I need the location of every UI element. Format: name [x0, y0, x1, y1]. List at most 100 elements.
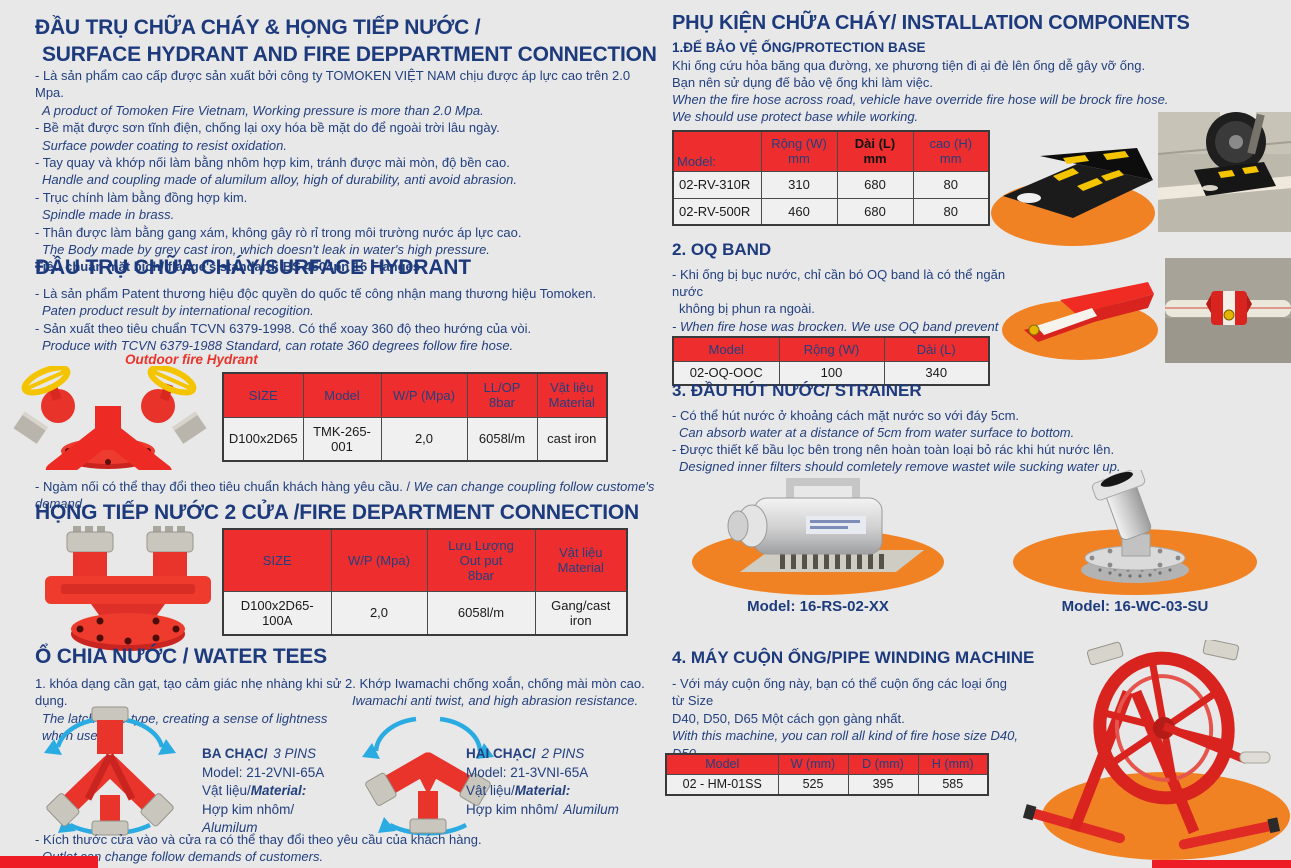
connection-spec-table: SIZE W/P (Mpa) Lưu Lượng Out put 8bar Vậ… — [222, 528, 628, 636]
tee-material-label: Vật liệu/ — [466, 783, 515, 798]
table-cell: Gang/cast iron — [534, 590, 628, 636]
tee-material-en: Alumilum — [560, 801, 619, 817]
hydrant-line: Paten product result by international re… — [42, 303, 314, 319]
flange-standard-line: Tiêu chuẩn mặt bích/ flange's standard: … — [35, 259, 421, 275]
winder-line: - Với máy cuộn ống này, bạn có thể cuộn … — [672, 676, 1007, 709]
table-header-cell: Dài (L) mm — [836, 130, 914, 172]
winder-line: D40, D50, D65 Một cách gọn gàng nhất. — [672, 710, 905, 726]
winder-table: Model W (mm) D (mm) H (mm) 02 - HM-01SS … — [665, 753, 989, 796]
pipe-winding-machine-image — [1022, 640, 1290, 860]
table-cell: D100x2D65 — [222, 416, 304, 462]
hydrant-section-title: ĐẦU TRỤ CHỮA CHÁY/SURFACE HYDRANT — [35, 256, 471, 279]
strainer-line: - Được thiết kế bầu lọc bên trong nên ho… — [672, 442, 1115, 457]
tee-pins: 2 PINS — [537, 746, 585, 761]
intro-line: A product of Tomoken Fire Vietnam, Worki… — [42, 102, 484, 118]
table-cell: 6058l/m — [426, 590, 536, 636]
oqband-line: không bị phun ra ngoài. — [679, 301, 815, 317]
tee-pins: 3 PINS — [269, 746, 317, 761]
table-cell: 02 - HM-01SS — [665, 773, 779, 796]
protection-base-image — [991, 148, 1155, 246]
table-cell: 395 — [847, 773, 919, 796]
oqband-line: - When fire hose was brocken. We use OQ … — [672, 318, 999, 334]
table-header-cell: Vật liệu Material — [536, 372, 608, 418]
table-row: 02-OQ-OOC 100 340 — [672, 360, 990, 386]
strainer-line: Can absorb water at a distance of 5cm fr… — [679, 425, 1075, 440]
tees-point2-en: Iwamachi anti twist, and high abrasion r… — [352, 693, 639, 709]
tees-point1-vi: 1. khóa dạng cần gạt, tạo cảm giác nhẹ n… — [35, 676, 342, 709]
table-header-cell: W/P (Mpa) — [380, 372, 468, 418]
left-title-line1: ĐẦU TRỤ CHỮA CHÁY & HỌNG TIẾP NƯỚC / — [35, 16, 481, 39]
table-cell: 02-RV-310R — [672, 170, 762, 199]
table-cell: D100x2D65-100A — [222, 590, 332, 636]
oqband-section-title: 2. OQ BAND — [672, 240, 772, 259]
table-header-cell: cao (H) mm — [912, 130, 990, 172]
protection-base-paragraph: Khi ống cứu hỏa băng qua đường, xe phươn… — [672, 57, 1232, 125]
table-header-cell: D (mm) — [847, 753, 919, 775]
page-corner-tab-left — [0, 856, 98, 868]
table-row: 02 - HM-01SS 525 395 585 — [665, 773, 989, 796]
table-header-cell: Rộng (W) — [778, 336, 885, 362]
strainer-box-model: Model: 16-RS-02-XX — [747, 598, 889, 615]
right-main-title: PHỤ KIỆN CHỮA CHÁY/ INSTALLATION COMPONE… — [672, 12, 1190, 34]
tee-material-label-en: Material: — [250, 783, 307, 798]
table-cell: 100 — [778, 360, 885, 386]
table-header-cell: Model — [665, 753, 779, 775]
table-cell: 80 — [912, 170, 990, 199]
table-header-cell: SIZE — [222, 372, 304, 418]
tees-note-vi: - Kích thước cửa vào và cửa ra có thể th… — [35, 832, 482, 847]
intro-line: Spindle made in brass. — [42, 207, 175, 223]
intro-line: - Là sản phẩm cao cấp được sản xuất bởi … — [35, 68, 631, 101]
tees-point2-vi: 2. Khớp Iwamachi chống xoắn, chống mài m… — [345, 676, 645, 691]
fire-department-connection-image — [45, 526, 211, 651]
table-cell: 2,0 — [380, 416, 468, 462]
table-header-cell: Vật liệu Material — [534, 528, 628, 592]
base-line: We should use protect base while working… — [672, 109, 919, 124]
tee-name: BA CHẠC/ — [202, 746, 268, 761]
oqband-table: Model Rộng (W) Dài (L) 02-OQ-OOC 100 340 — [672, 336, 990, 386]
strainer-box-image — [692, 478, 944, 595]
water-tee-3pin-image — [44, 706, 176, 836]
left-main-title: ĐẦU TRỤ CHỮA CHÁY & HỌNG TIẾP NƯỚC / SUR… — [35, 14, 660, 68]
hydrant-line: - Là sản phẩm Patent thương hiệu độc quy… — [35, 286, 597, 301]
table-header-cell: LL/OP 8bar — [466, 372, 538, 418]
table-cell: cast iron — [536, 416, 608, 462]
table-row: 02-RV-500R 460 680 80 — [672, 197, 990, 226]
table-cell: 680 — [836, 197, 914, 226]
surface-hydrant-image — [13, 366, 207, 470]
strainer-elbow-model: Model: 16-WC-03-SU — [1061, 598, 1209, 615]
table-row: 02-RV-310R 310 680 80 — [672, 170, 990, 199]
table-header-cell: Dài (L) — [883, 336, 990, 362]
coupling-note-en: We can change coupling follow custome's … — [35, 479, 655, 512]
tee-name: HAI CHẠC/ — [466, 746, 536, 761]
table-cell: 310 — [760, 170, 838, 199]
intro-line: - Tay quay và khớp nối làm bằng nhôm hợp… — [35, 155, 510, 171]
table-row: D100x2D65 TMK-265-001 2,0 6058l/m cast i… — [222, 416, 608, 462]
tees-point-2: 2. Khớp Iwamachi chống xoắn, chống mài m… — [345, 675, 653, 710]
table-header-cell: W/P (Mpa) — [330, 528, 428, 592]
table-header-cell: Model: — [672, 130, 762, 172]
table-cell: 80 — [912, 197, 990, 226]
tee-model: Model: 21-2VNI-65A — [202, 764, 325, 780]
protection-base-title: 1.ĐẾ BẢO VỆ ỐNG/PROTECTION BASE — [672, 40, 926, 55]
connection-section-title: HỌNG TIẾP NƯỚC 2 CỬA /FIRE DEPARTMENT CO… — [35, 501, 639, 524]
table-header-cell: H (mm) — [917, 753, 989, 775]
intro-line: - Thân được làm bằng gang xám, không gây… — [35, 224, 522, 240]
base-line: Bạn nên sử dụng đế bảo vệ ống khi làm vi… — [672, 75, 933, 90]
coupling-note-vi: - Ngàm nối có thể thay đổi theo tiêu chu… — [35, 479, 414, 494]
hydrant-paragraph: - Là sản phẩm Patent thương hiệu độc quy… — [35, 285, 653, 355]
intro-line: The Body made by grey cast iron, which d… — [42, 242, 490, 258]
table-header-cell: Rộng (W) mm — [760, 130, 838, 172]
table-cell: 6058l/m — [466, 416, 538, 462]
table-header-cell: W (mm) — [777, 753, 849, 775]
table-cell: 02-RV-500R — [672, 197, 762, 226]
base-line: When the fire hose across road, vehicle … — [672, 92, 1169, 107]
oqband-photo — [1165, 258, 1291, 363]
winder-section-title: 4. MÁY CUỘN ỐNG/PIPE WINDING MACHINE — [672, 648, 1035, 667]
tee-material-label: Vật liệu/ — [202, 783, 251, 798]
table-cell: TMK-265-001 — [302, 416, 382, 462]
tee-material-vi: Hợp kim nhôm/ — [202, 801, 295, 817]
table-cell: 680 — [836, 170, 914, 199]
oqband-image — [1002, 282, 1158, 360]
strainer-line: - Có thể hút nước ở khoảng cách mặt nước… — [672, 408, 1020, 423]
